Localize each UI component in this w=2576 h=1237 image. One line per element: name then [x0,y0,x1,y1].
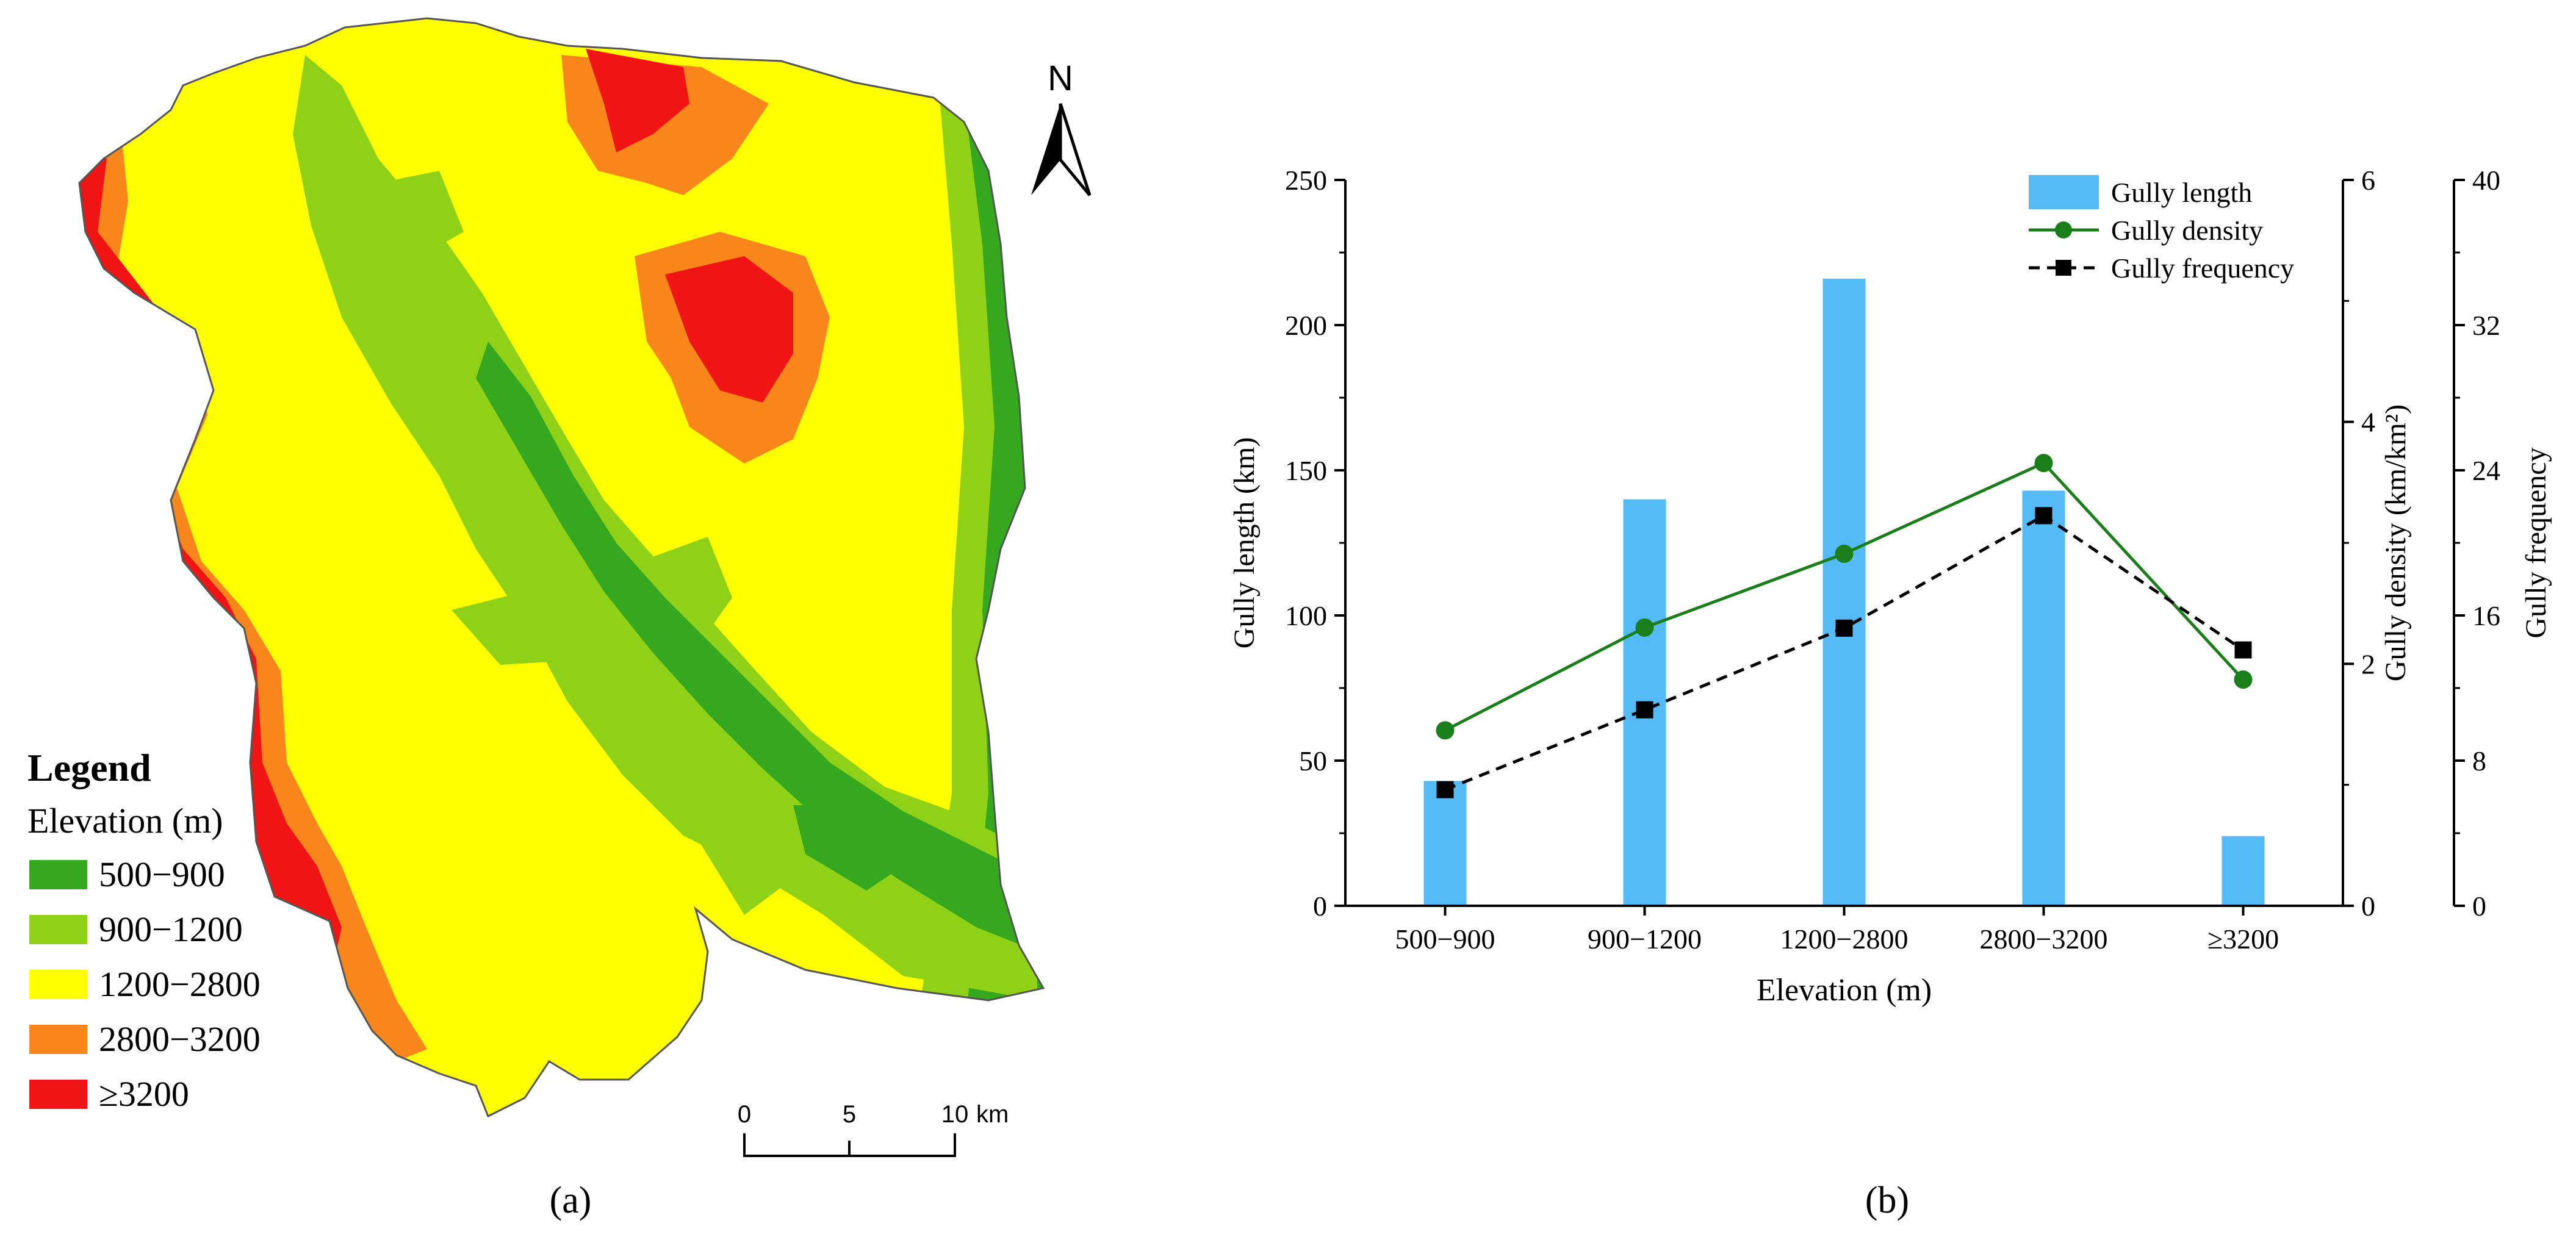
x-tick-label: 500−900 [1395,923,1495,955]
legend-item: ≥3200 [29,1074,189,1114]
legend-swatch [29,1025,87,1054]
y-tick-label: 0 [2472,891,2486,922]
point-gully-density [2034,454,2053,473]
map-legend: Legend Elevation (m) 500−900 900−1200 1200… [27,746,261,1114]
point-gully-frequency [2234,641,2252,659]
legend-label: 1200−2800 [99,964,261,1004]
legend-title: Legend [27,746,151,789]
y-tick-label: 2 [2361,648,2375,679]
chart-legend-label: Gully length [2111,177,2252,208]
legend-label: ≥3200 [99,1074,189,1114]
point-gully-frequency [1436,781,1454,798]
bar-gully-length [1822,278,1866,906]
legend-subtitle: Elevation (m) [27,801,223,841]
y-tick-label: 6 [2361,165,2375,196]
y-label-left: Gully length (km) [1228,437,1261,649]
y-tick-label: 16 [2472,600,2500,631]
legend-item: 2800−3200 [29,1019,261,1059]
chart-legend-item: Gully length [2029,175,2252,209]
y-tick-label: 250 [1285,165,1327,196]
y-tick-label: 4 [2361,407,2375,438]
panel-a-caption: (a) [550,1180,592,1221]
bar-gully-length [2022,490,2065,906]
point-gully-density [1436,721,1455,740]
y-label-right2: Gully frequency [2520,447,2552,638]
point-gully-frequency [2035,507,2053,525]
y-tick-label: 0 [1313,891,1327,922]
legend-item: 500−900 [29,855,225,894]
point-gully-density [1635,618,1654,637]
legend-marker [2055,221,2072,238]
chart-legend: Gully length Gully density Gully frequency [2029,175,2294,284]
scale-tick-10: 10 [941,1101,969,1128]
basin-outline [78,17,1045,1118]
x-tick-label: ≥3200 [2207,923,2279,955]
legend-swatch [29,915,87,944]
y-tick-label: 24 [2472,455,2500,486]
x-tick-label: 900−1200 [1588,923,1702,955]
x-axis-label: Elevation (m) [1757,973,1932,1008]
panel-b-caption: (b) [1865,1180,1909,1221]
scale-bar: 0 5 10 km [738,1101,1009,1157]
x-tick-label: 1200−2800 [1780,923,1909,955]
legend-swatch [29,970,87,999]
legend-marker [2056,260,2071,276]
north-label: N [1048,59,1073,98]
point-gully-frequency [1636,701,1653,719]
legend-label: 900−1200 [99,909,243,949]
scale-tick-0: 0 [738,1101,751,1128]
point-gully-density [1835,544,1854,563]
y-label-right1: Gully density (km/km²) [2380,404,2412,681]
point-gully-density [2234,670,2253,689]
y-tick-label: 100 [1285,600,1327,631]
north-arrow-icon: N [1031,59,1092,196]
bar-gully-length [2222,836,2265,906]
legend-label: 2800−3200 [99,1019,261,1059]
legend-swatch-bar [2029,175,2099,209]
chart-legend-item: Gully density [2029,215,2263,246]
y-tick-label: 32 [2472,310,2500,341]
chart-legend-label: Gully density [2111,215,2263,246]
legend-label: 500−900 [99,855,225,894]
legend-swatch [29,1080,87,1109]
legend-swatch [29,860,87,889]
y-tick-label: 0 [2361,891,2375,922]
legend-item: 900−1200 [29,909,243,949]
y-tick-label: 8 [2472,745,2486,776]
x-tick-label: 2800−3200 [1980,923,2108,955]
y-tick-label: 150 [1285,455,1327,486]
y-tick-label: 50 [1299,745,1327,776]
chart-legend-label: Gully frequency [2111,253,2294,284]
scale-unit: km [976,1101,1009,1128]
y-tick-label: 200 [1285,310,1327,341]
chart-legend-item: Gully frequency [2029,253,2294,284]
y-tick-label: 40 [2472,165,2500,196]
legend-item: 1200−2800 [29,964,261,1004]
scale-tick-5: 5 [843,1101,856,1128]
bar-gully-length [1423,781,1467,906]
point-gully-frequency [1835,619,1853,637]
